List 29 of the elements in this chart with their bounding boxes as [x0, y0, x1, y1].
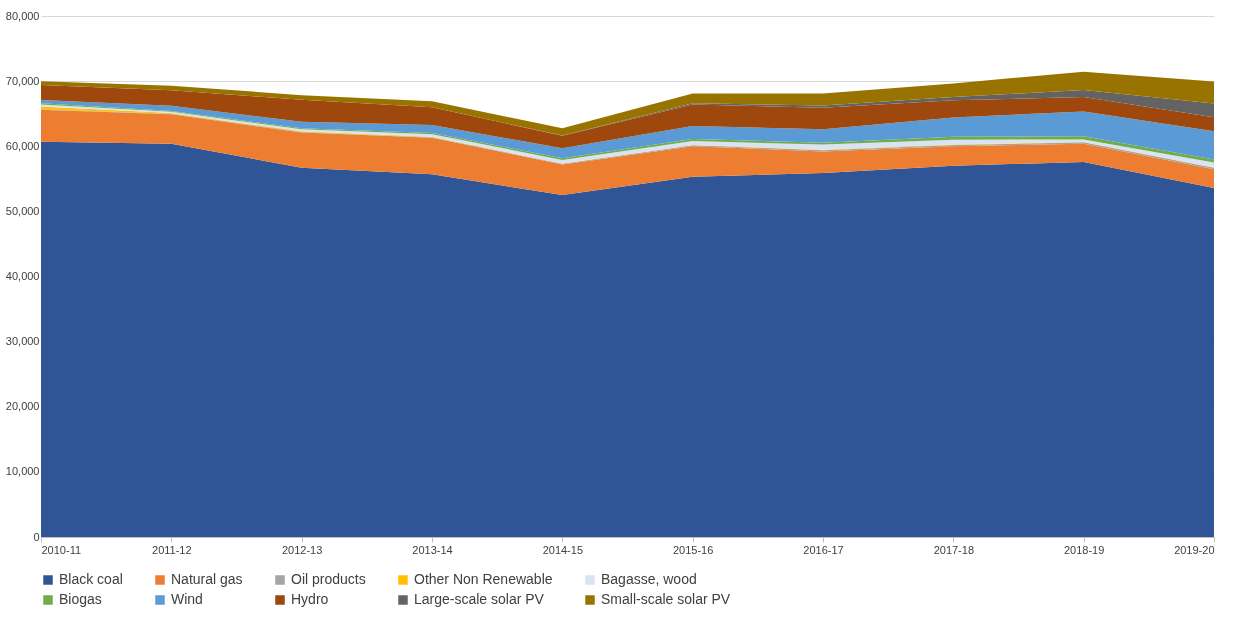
legend-label: Black coal: [59, 571, 123, 587]
y-tick-label: 50,000: [5, 204, 40, 217]
legend-label: Other Non Renewable: [414, 571, 553, 587]
y-tick-label: 10,000: [5, 465, 40, 478]
legend-label: Natural gas: [171, 571, 243, 587]
x-tick-label: 2013-14: [412, 543, 453, 556]
x-tick-label: 2011-12: [152, 543, 192, 556]
y-tick-label: 80,000: [5, 9, 40, 22]
x-tick-label: 2016-17: [803, 543, 844, 556]
y-tick-label: 20,000: [5, 400, 40, 413]
x-tick-label: 2012-13: [281, 543, 323, 556]
legend-label: Biogas: [59, 591, 102, 607]
legend-label: Hydro: [291, 591, 329, 607]
y-tick-label: 0: [33, 530, 40, 543]
x-tick-label: 2018-19: [1063, 543, 1105, 556]
legend-label: Bagasse, wood: [601, 571, 697, 587]
y-tick-label: 40,000: [5, 270, 40, 282]
legend-label: Oil products: [291, 571, 366, 587]
legend-label: Wind: [171, 591, 203, 607]
legend-label: Small-scale solar PV: [601, 591, 731, 607]
x-tick-label: 2014-15: [542, 543, 584, 556]
y-tick-label: 30,000: [5, 335, 40, 348]
x-tick-label: 2010-11: [41, 543, 82, 556]
x-tick-label: 2019-20: [1174, 543, 1215, 556]
y-tick-label: 60,000: [5, 139, 40, 152]
x-tick-label: 2015-16: [672, 543, 714, 556]
y-tick-label: 70,000: [5, 74, 40, 87]
x-tick-label: 2017-18: [933, 543, 975, 556]
legend-label: Large-scale solar PV: [414, 591, 545, 607]
